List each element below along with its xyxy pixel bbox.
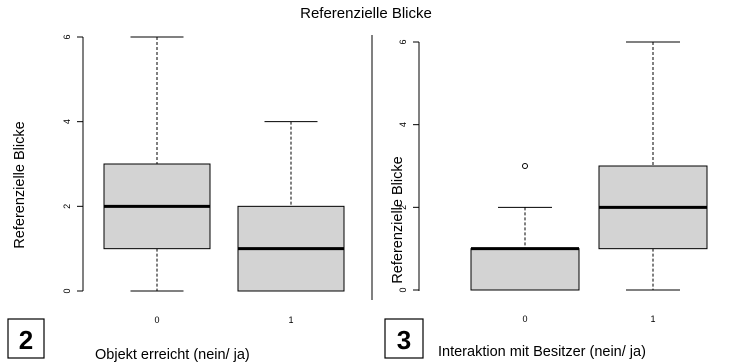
panel-number: 3 xyxy=(397,325,411,355)
x-tick-label: 1 xyxy=(650,314,655,324)
y-tick-label: 4 xyxy=(398,122,408,127)
x-axis-label: Objekt erreicht (nein/ ja) xyxy=(95,347,250,362)
boxplot-panel-objekt: Referenzielle Blicke Objekt erreicht (ne… xyxy=(7,34,345,362)
x-tick-label: 1 xyxy=(288,315,293,325)
panel-number: 2 xyxy=(19,325,33,355)
y-axis-label: Referenzielle Blicke xyxy=(12,121,28,248)
y-tick-label: 0 xyxy=(398,287,408,292)
panel-number-box xyxy=(384,318,424,359)
boxplot-panel-interaktion: Referenzielle Blicke Interaktion mit Bes… xyxy=(384,39,708,360)
y-tick-label: 4 xyxy=(62,119,72,124)
x-axis-label: Interaktion mit Besitzer (nein/ ja) xyxy=(438,344,646,360)
y-tick-label: 2 xyxy=(398,205,408,210)
y-tick-label: 6 xyxy=(62,34,72,39)
panel-number-box xyxy=(7,318,45,359)
outlier-point xyxy=(522,163,528,169)
box-0 xyxy=(470,248,580,291)
y-tick-label: 2 xyxy=(62,204,72,209)
y-tick-label: 0 xyxy=(62,288,72,293)
y-axis-label: Referenzielle Blicke xyxy=(390,156,406,283)
x-tick-label: 0 xyxy=(154,315,159,325)
x-tick-label: 0 xyxy=(522,314,527,324)
figure-title: Referenzielle Blicke xyxy=(300,5,432,22)
y-tick-label: 6 xyxy=(398,39,408,44)
